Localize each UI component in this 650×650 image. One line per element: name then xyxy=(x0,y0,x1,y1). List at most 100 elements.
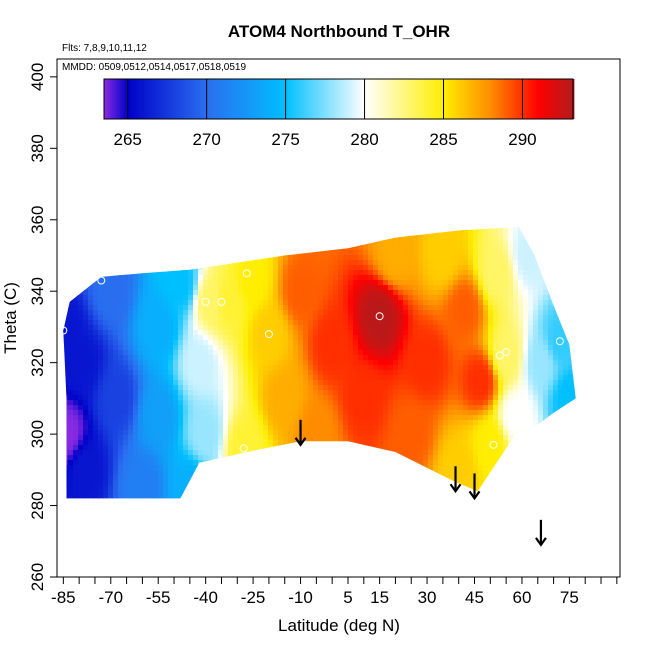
field-cell xyxy=(78,470,84,476)
field-cell xyxy=(298,300,304,306)
field-cell xyxy=(148,275,154,281)
field-cell xyxy=(458,210,464,216)
field-cell xyxy=(338,295,344,301)
field-cell xyxy=(423,330,429,336)
field-cell xyxy=(358,435,364,441)
field-cell xyxy=(83,480,89,486)
field-cell xyxy=(418,475,424,481)
field-cell xyxy=(328,270,334,276)
field-cell xyxy=(378,425,384,431)
field-cell xyxy=(338,215,344,221)
field-cell xyxy=(123,440,129,446)
field-cell xyxy=(433,226,439,231)
field-cell xyxy=(383,270,389,276)
field-cell xyxy=(133,260,139,266)
field-cell xyxy=(173,290,179,296)
field-cell xyxy=(428,275,434,281)
field-cell xyxy=(333,340,339,346)
field-cell xyxy=(298,495,304,499)
field-cell xyxy=(173,285,179,291)
field-cell xyxy=(73,455,79,461)
field-cell xyxy=(238,430,244,436)
field-cell xyxy=(438,350,444,356)
field-cell xyxy=(318,215,324,221)
field-cell xyxy=(288,395,294,401)
field-cell xyxy=(63,430,69,436)
field-cell xyxy=(293,260,299,266)
field-cell xyxy=(88,205,94,211)
field-cell xyxy=(168,260,174,266)
field-cell xyxy=(373,360,379,366)
field-cell xyxy=(223,205,229,211)
field-cell xyxy=(448,300,454,306)
field-cell xyxy=(428,250,434,256)
field-cell xyxy=(73,330,79,336)
field-cell xyxy=(388,430,394,436)
field-cell xyxy=(113,230,119,236)
field-cell xyxy=(243,495,249,499)
field-cell xyxy=(198,210,204,216)
field-cell xyxy=(103,415,109,421)
field-cell xyxy=(193,350,199,356)
field-cell xyxy=(178,420,184,426)
field-cell xyxy=(403,420,409,426)
field-cell xyxy=(223,480,229,486)
field-cell xyxy=(143,335,149,341)
field-cell xyxy=(368,375,374,381)
field-cell xyxy=(223,450,229,456)
field-cell xyxy=(248,420,254,426)
field-cell xyxy=(403,305,409,311)
field-cell xyxy=(93,465,99,471)
field-cell xyxy=(398,415,404,421)
field-cell xyxy=(378,290,384,296)
field-cell xyxy=(258,440,264,446)
field-cell xyxy=(223,375,229,381)
field-cell xyxy=(263,375,269,381)
field-cell xyxy=(58,205,64,211)
field-cell xyxy=(403,260,409,266)
field-cell xyxy=(293,380,299,386)
field-cell xyxy=(308,205,314,211)
field-cell xyxy=(193,220,199,226)
field-cell xyxy=(378,370,384,376)
field-cell xyxy=(253,205,259,211)
field-cell xyxy=(148,285,154,291)
field-cell xyxy=(373,500,379,506)
field-cell xyxy=(98,226,104,231)
field-cell xyxy=(433,350,439,356)
field-cell xyxy=(223,220,229,226)
field-cell xyxy=(273,370,279,376)
field-cell xyxy=(78,250,84,256)
field-cell xyxy=(258,230,264,236)
field-cell xyxy=(438,295,444,301)
field-cell xyxy=(333,250,339,256)
field-cell xyxy=(338,415,344,421)
field-cell xyxy=(143,305,149,311)
field-cell xyxy=(88,485,94,491)
field-cell xyxy=(318,255,324,261)
field-cell xyxy=(108,265,114,271)
field-cell xyxy=(168,440,174,446)
field-cell xyxy=(153,425,159,431)
field-cell xyxy=(428,440,434,446)
field-cell xyxy=(163,465,169,471)
field-cell xyxy=(303,300,309,306)
field-cell xyxy=(298,290,304,296)
field-cell xyxy=(268,330,274,336)
field-cell xyxy=(143,355,149,361)
field-cell xyxy=(298,250,304,256)
field-cell xyxy=(203,385,209,391)
field-cell xyxy=(338,226,344,231)
field-cell xyxy=(373,230,379,236)
field-cell xyxy=(178,435,184,441)
field-cell xyxy=(263,230,269,236)
field-cell xyxy=(273,265,279,271)
field-cell xyxy=(433,495,439,499)
field-cell xyxy=(318,425,324,431)
field-cell xyxy=(73,430,79,436)
field-cell xyxy=(303,430,309,436)
field-cell xyxy=(293,300,299,306)
field-cell xyxy=(118,425,124,431)
field-cell xyxy=(188,395,194,401)
field-cell xyxy=(458,375,464,381)
